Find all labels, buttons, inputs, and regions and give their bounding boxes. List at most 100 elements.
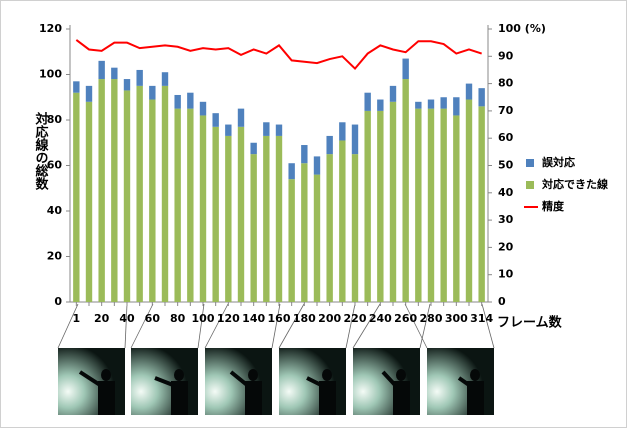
bar-segment [402,79,408,302]
x-tick-label: 20 [94,312,110,325]
legend-swatch [526,159,534,167]
bar-segment [339,122,345,140]
bar-segment [466,100,472,302]
bar-segment [200,115,206,302]
y2-tick-label: 80 [498,77,514,90]
x-tick-label: 100 [192,312,215,325]
y2-tick-label: 50 [498,159,514,172]
bar-segment [402,59,408,79]
bar-segment [440,97,446,108]
figure [98,381,115,415]
bar-segment [377,100,383,111]
bar-segment [478,88,484,106]
bar-segment [263,122,269,136]
figure [393,381,410,415]
bar-segment [200,102,206,116]
x-tick-label: 300 [445,312,468,325]
y-tick-label: 20 [47,250,63,263]
legend-label: 精度 [542,199,565,213]
legend-label: 対応できた線 [541,177,608,191]
bar-segment [111,79,117,302]
bar-segment [136,70,142,86]
x-tick-label: 80 [170,312,186,325]
bar-segment [263,136,269,302]
figure [171,381,188,415]
bar-segment [187,93,193,109]
legend-label: 誤対応 [542,155,575,169]
y2-tick-label: 90 [498,49,514,62]
y-tick-label: 120 [39,22,62,35]
x-tick-label: 120 [217,312,240,325]
x-tick-label: 280 [420,312,443,325]
bar-segment [238,109,244,127]
y2-tick-label: 40 [498,186,514,199]
y-tick-label: 40 [47,204,63,217]
bar-segment [225,136,231,302]
bar-segment [162,72,168,86]
x-tick-label: 40 [119,312,135,325]
x-tick-label: 140 [242,312,265,325]
bar-segment [339,140,345,302]
bar-segment [453,115,459,302]
x-tick-label: 220 [344,312,367,325]
bar-segment [250,154,256,302]
bar-segment [440,109,446,302]
bar-segment [390,86,396,102]
x-tick-label: 240 [369,312,392,325]
bar-segment [288,179,294,302]
bar-segment [162,86,168,302]
bar-segment [352,125,358,155]
figure [245,381,262,415]
bar-segment [149,100,155,302]
bar-segment [187,109,193,302]
bar-segment [301,163,307,302]
y2-tick-label: 60 [498,131,514,144]
bar-segment [86,102,92,302]
x-tick-label: 260 [394,312,417,325]
x-tick-label: 160 [268,312,291,325]
bar-segment [478,106,484,302]
bar-segment [98,79,104,302]
bar-segment [124,90,130,302]
y-tick-label: 0 [54,295,62,308]
bar-segment [314,156,320,174]
chart: 対応線の総数 フレーム数 020406080100120010203040506… [0,0,627,428]
figure [174,369,184,381]
bar-segment [174,95,180,109]
figure [322,369,332,381]
x-tick-label: 60 [145,312,161,325]
figure [101,369,111,381]
bar-segment [415,109,421,302]
bar-segment [73,81,79,92]
bar-segment [212,113,218,127]
figure [396,369,406,381]
bar-segment [377,111,383,302]
y2-tick-label: 30 [498,213,514,226]
bar-segment [86,86,92,102]
y2-tick-label: 0 [498,295,506,308]
y2-tick-label: 70 [498,104,514,117]
bar-segment [250,143,256,154]
x-tick-label: 200 [318,312,341,325]
bar-segment [136,86,142,302]
legend-swatch [526,181,534,189]
bar-segment [238,127,244,302]
bar-segment [174,109,180,302]
bar-segment [314,175,320,302]
bar-segment [390,102,396,302]
figure [319,381,336,415]
bar-segment [415,102,421,109]
y-tick-label: 100 [39,68,62,81]
bar-segment [288,163,294,179]
bar-segment [301,145,307,163]
bar-segment [364,111,370,302]
bar-segment [276,136,282,302]
bar-segment [276,125,282,136]
y-tick-label: 60 [47,159,63,172]
y-tick-label: 80 [47,113,63,126]
bar-segment [73,93,79,302]
bar-segment [326,154,332,302]
bar-segment [225,125,231,136]
y2-tick-label: 10 [498,268,514,281]
x-tick-label: 1 [73,312,81,325]
